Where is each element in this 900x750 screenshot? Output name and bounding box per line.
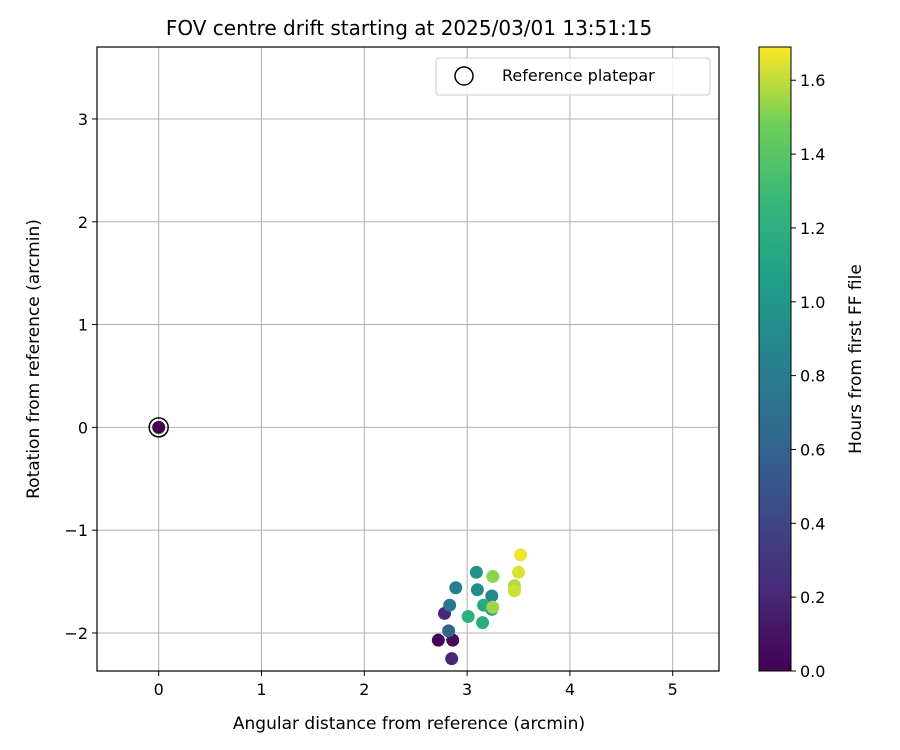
legend-marker-circle-icon [454, 66, 474, 86]
chart-title: FOV centre drift starting at 2025/03/01 … [166, 16, 652, 40]
x-axis-label: Angular distance from reference (arcmin) [233, 714, 585, 734]
colorbar-tick-label: 1.0 [800, 293, 825, 312]
x-tick-label: 4 [565, 680, 575, 699]
y-axis-label: Rotation from reference (arcmin) [24, 219, 44, 499]
colorbar-tick-label: 0.8 [800, 367, 825, 386]
data-point [442, 624, 456, 638]
reference-data-point [152, 420, 166, 434]
x-tick-label: 1 [256, 680, 266, 699]
data-point [443, 598, 457, 612]
data-point [476, 616, 490, 630]
colorbar-tick-label: 1.4 [800, 145, 825, 164]
reference-marker [148, 417, 169, 438]
data-point [470, 583, 484, 597]
data-point [485, 589, 499, 603]
data-point [486, 600, 500, 614]
colorbar-tick-label: 0.6 [800, 440, 825, 459]
data-point [469, 565, 483, 579]
colorbar-tick-label: 0.4 [800, 514, 825, 533]
colorbar: 0.0 0.2 0.4 0.6 0.8 1.0 1.2 1.4 1.6 Hours from f… [758, 46, 866, 681]
legend: Reference platepar [435, 57, 711, 96]
legend-box [435, 57, 711, 96]
y-tick-label: 0 [78, 418, 88, 437]
data-point [461, 610, 475, 624]
x-tick-label: 3 [462, 680, 472, 699]
y-tick-label: 3 [78, 110, 88, 129]
x-tick-label: 5 [668, 680, 678, 699]
x-tick-label: 0 [154, 680, 164, 699]
colorbar-tick-label: 1.6 [800, 71, 825, 90]
scatter-points [431, 548, 528, 666]
data-point [431, 633, 445, 647]
colorbar-tick-label: 1.2 [800, 219, 825, 238]
data-point [449, 581, 463, 595]
x-axis-ticks: 0 1 2 3 4 5 [154, 671, 678, 699]
data-point [486, 569, 500, 583]
data-point [512, 565, 526, 579]
y-tick-label: 2 [78, 213, 88, 232]
plot-frame [96, 46, 720, 672]
y-axis-ticks: −2 −1 0 1 2 3 [64, 110, 97, 643]
colorbar-label: Hours from first FF file [846, 264, 866, 454]
data-point [507, 584, 521, 598]
grid [97, 47, 719, 671]
colorbar-gradient [758, 46, 792, 672]
reference-platepar-ring [148, 417, 169, 438]
y-tick-label: −2 [64, 624, 88, 643]
legend-label: Reference platepar [502, 66, 655, 85]
x-tick-label: 2 [359, 680, 369, 699]
colorbar-ticks: 0.0 0.2 0.4 0.6 0.8 1.0 1.2 1.4 1.6 [791, 71, 825, 681]
data-point [514, 548, 528, 562]
y-tick-label: −1 [64, 521, 88, 540]
y-tick-label: 1 [78, 316, 88, 335]
colorbar-tick-label: 0.0 [800, 662, 825, 681]
colorbar-tick-label: 0.2 [800, 588, 825, 607]
data-point [445, 652, 459, 666]
